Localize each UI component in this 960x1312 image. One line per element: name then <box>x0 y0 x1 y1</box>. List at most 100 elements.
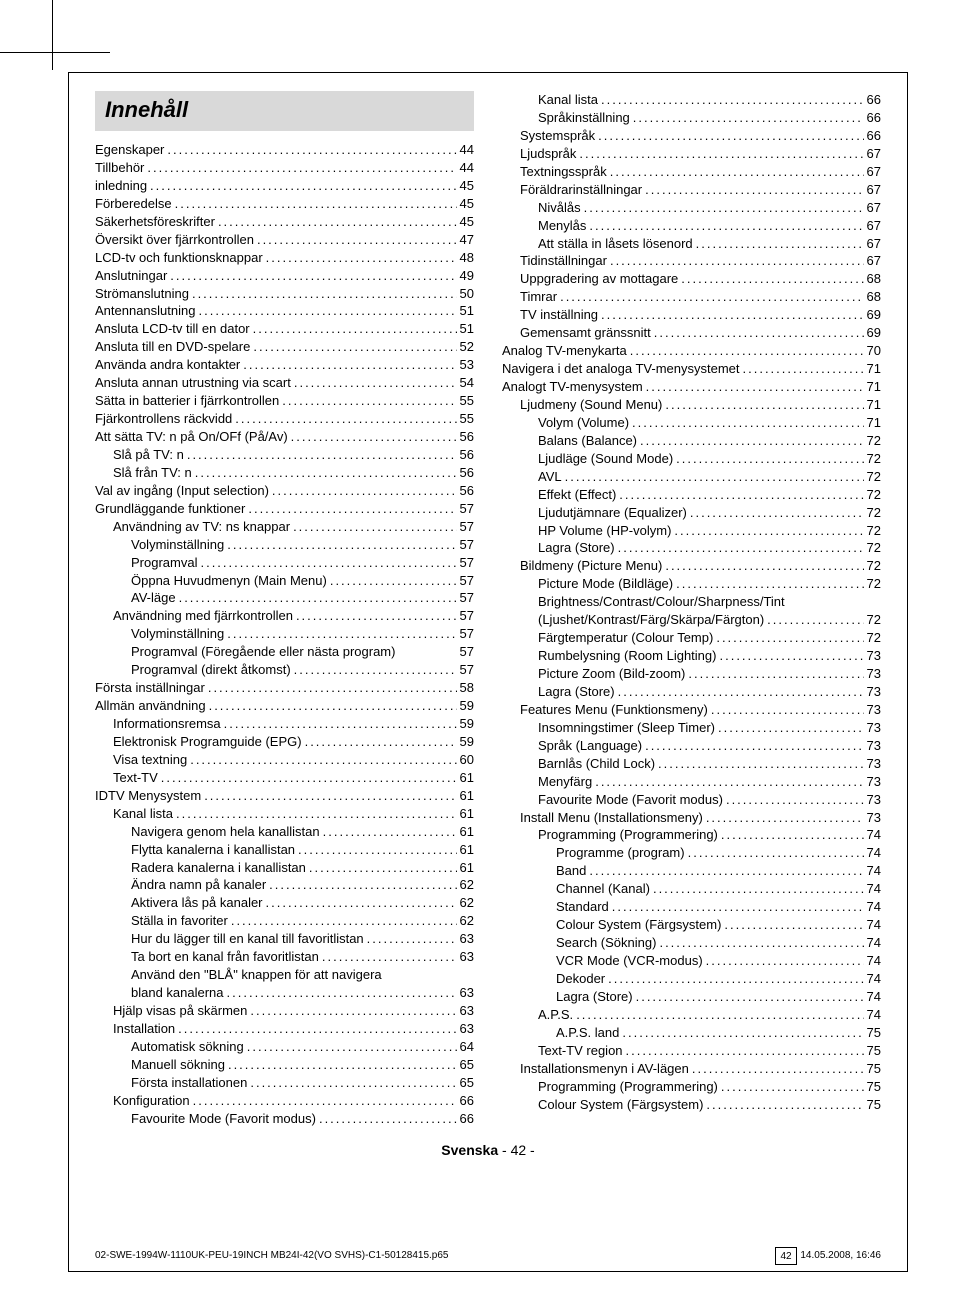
toc-page: 61 <box>460 787 474 805</box>
meta-filename: 02-SWE-1994W-1110UK-PEU-19INCH MB24I-42(… <box>95 1250 449 1261</box>
toc-leader-dots <box>296 607 457 625</box>
toc-page: 67 <box>867 163 881 181</box>
toc-entry: Strömanslutning50 <box>95 285 474 303</box>
toc-leader-dots <box>719 647 863 665</box>
toc-label: (Ljushet/Kontrast/Färg/Skärpa/Färgton) <box>538 611 764 629</box>
toc-columns: Innehåll Egenskaper44Tillbehör44inlednin… <box>95 91 881 1128</box>
toc-entry: Menyfärg73 <box>502 773 881 791</box>
toc-label: Att sätta TV: n på On/OFf (På/Av) <box>95 428 288 446</box>
toc-page: 63 <box>460 948 474 966</box>
toc-entry: Slå på TV: n56 <box>95 446 474 464</box>
toc-entry: Ansluta till en DVD-spelare52 <box>95 338 474 356</box>
toc-label: Standard <box>556 898 609 916</box>
toc-leader-dots <box>250 1002 456 1020</box>
toc-page: 56 <box>460 464 474 482</box>
toc-entry: Systemspråk66 <box>502 127 881 145</box>
toc-label: Colour System (Färgsystem) <box>556 916 721 934</box>
toc-entry: Slå från TV: n 56 <box>95 464 474 482</box>
toc-entry: Föräldrarinställningar67 <box>502 181 881 199</box>
toc-page: 65 <box>460 1056 474 1074</box>
toc-page: 74 <box>867 934 881 952</box>
toc-page: 67 <box>867 199 881 217</box>
toc-leader-dots <box>175 195 457 213</box>
toc-label: Slå från TV: n <box>113 464 192 482</box>
toc-label: Features Menu (Funktionsmeny) <box>520 701 708 719</box>
toc-leader-dots <box>589 862 863 880</box>
toc-leader-dots <box>630 342 864 360</box>
toc-leader-dots <box>724 916 863 934</box>
toc-label: Bildmeny (Picture Menu) <box>520 557 662 575</box>
toc-page: 62 <box>460 912 474 930</box>
toc-entry: Volym (Volume)71 <box>502 414 881 432</box>
toc-label: Egenskaper <box>95 141 164 159</box>
toc-entry: Ansluta annan utrustning via scart54 <box>95 374 474 392</box>
toc-leader-dots <box>659 934 863 952</box>
page-footer: Svenska - 42 - <box>95 1142 881 1158</box>
toc-label: Search (Sökning) <box>556 934 656 952</box>
toc-label: Färgtemperatur (Colour Temp) <box>538 629 713 647</box>
toc-leader-dots <box>227 536 456 554</box>
toc-page: 67 <box>867 252 881 270</box>
toc-page: 61 <box>460 769 474 787</box>
toc-label: Dekoder <box>556 970 605 988</box>
toc-label: Picture Zoom (Bild-zoom) <box>538 665 685 683</box>
toc-label: Uppgradering av mottagare <box>520 270 678 288</box>
toc-leader-dots <box>218 213 457 231</box>
toc-label: Lagra (Store) <box>538 683 615 701</box>
toc-label: Rumbelysning (Room Lighting) <box>538 647 716 665</box>
toc-label: Kanal lista <box>538 91 598 109</box>
toc-page: 66 <box>460 1110 474 1128</box>
toc-leader-dots <box>690 504 864 522</box>
toc-page: 51 <box>460 302 474 320</box>
toc-label: Elektronisk Programguide (EPG) <box>113 733 302 751</box>
toc-leader-dots <box>645 181 863 199</box>
toc-leader-dots <box>231 912 457 930</box>
toc-label: Ljudutjämnare (Equalizer) <box>538 504 687 522</box>
toc-page: 66 <box>867 127 881 145</box>
toc-label: Första inställningar <box>95 679 205 697</box>
toc-entry: Allmän användning59 <box>95 697 474 715</box>
toc-page: 69 <box>867 324 881 342</box>
toc-label: Nivålås <box>538 199 581 217</box>
toc-leader-dots <box>367 930 457 948</box>
toc-leader-dots <box>718 719 864 737</box>
toc-entry: HP Volume (HP-volym)72 <box>502 522 881 540</box>
toc-page: 57 <box>460 500 474 518</box>
toc-entry: Automatisk sökning64 <box>95 1038 474 1056</box>
toc-label: Informationsremsa <box>113 715 221 733</box>
toc-page: 67 <box>867 145 881 163</box>
toc-label: Manuell sökning <box>131 1056 225 1074</box>
toc-label: Tidinställningar <box>520 252 607 270</box>
toc-entry: Bildmeny (Picture Menu)72 <box>502 557 881 575</box>
toc-leader-dots <box>319 1110 457 1128</box>
toc-label: Gemensamt gränssnitt <box>520 324 651 342</box>
toc-page: 73 <box>867 791 881 809</box>
toc-page: 62 <box>460 894 474 912</box>
toc-label: Konfiguration <box>113 1092 190 1110</box>
toc-page: 56 <box>460 428 474 446</box>
toc-entry: (Ljushet/Kontrast/Färg/Skärpa/Färgton)72 <box>502 611 881 629</box>
toc-label: Text-TV <box>113 769 158 787</box>
toc-label: Använd den "BLÅ" knappen för att naviger… <box>131 966 382 984</box>
toc-entry: Grundläggande funktioner 57 <box>95 500 474 518</box>
toc-label: Grundläggande funktioner <box>95 500 245 518</box>
footer-language: Svenska <box>441 1142 498 1158</box>
toc-label: Visa textning <box>113 751 187 769</box>
toc-entry: Channel (Kanal)74 <box>502 880 881 898</box>
toc-leader-dots <box>706 1096 863 1114</box>
toc-entry: Första inställningar58 <box>95 679 474 697</box>
toc-entry: Radera kanalerna i kanallistan61 <box>95 859 474 877</box>
toc-entry: Första installationen65 <box>95 1074 474 1092</box>
toc-leader-dots <box>612 898 864 916</box>
toc-leader-dots <box>323 823 457 841</box>
toc-page: 72 <box>867 504 881 522</box>
toc-leader-dots <box>619 486 863 504</box>
toc-leader-dots <box>282 392 456 410</box>
toc-entry: Navigera genom hela kanallistan61 <box>95 823 474 841</box>
toc-page: 53 <box>460 356 474 374</box>
toc-page: 63 <box>460 984 474 1002</box>
toc-label: Val av ingång (Input selection) <box>95 482 269 500</box>
toc-page: 69 <box>867 306 881 324</box>
toc-label: A.P.S. land <box>556 1024 619 1042</box>
toc-leader-dots <box>601 91 864 109</box>
